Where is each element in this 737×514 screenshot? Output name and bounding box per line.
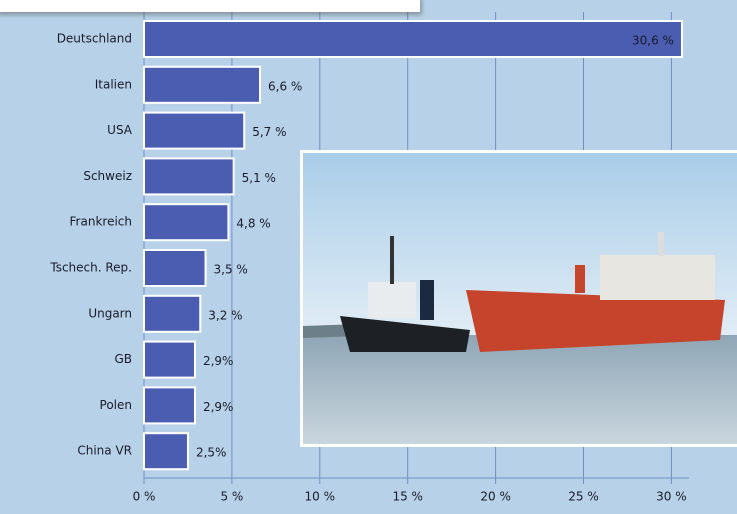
value-label: 6,6 % bbox=[268, 79, 302, 93]
value-label: 3,5 % bbox=[214, 263, 248, 277]
photo bbox=[300, 150, 737, 447]
category-label: Polen bbox=[100, 398, 132, 412]
category-label: GB bbox=[114, 352, 132, 366]
x-tick-label: 0 % bbox=[133, 490, 156, 504]
value-label: 2,9% bbox=[203, 400, 234, 414]
value-label: 5,1 % bbox=[242, 171, 276, 185]
value-label: 30,6 % bbox=[632, 34, 674, 48]
value-label: 2,5% bbox=[196, 446, 227, 460]
x-tick-label: 25 % bbox=[568, 490, 599, 504]
bar bbox=[143, 340, 196, 379]
bars bbox=[143, 20, 683, 471]
photo-tug-funnel bbox=[420, 280, 434, 320]
category-label: China VR bbox=[77, 444, 132, 458]
bar bbox=[143, 111, 246, 150]
x-tick-label: 15 % bbox=[392, 490, 423, 504]
x-tick-label: 10 % bbox=[305, 490, 336, 504]
bar bbox=[143, 157, 235, 196]
bar bbox=[143, 294, 202, 333]
photo-tug-hull bbox=[340, 316, 470, 352]
photo-tug-cabin bbox=[368, 282, 416, 318]
category-label: Schweiz bbox=[83, 169, 132, 183]
header-box bbox=[0, 0, 420, 12]
x-tick-label: 30 % bbox=[656, 490, 687, 504]
bar bbox=[143, 65, 262, 104]
category-label: Deutschland bbox=[57, 32, 132, 46]
x-tick-label: 20 % bbox=[480, 490, 511, 504]
photo-ship-bridge bbox=[600, 255, 715, 300]
category-label: Tschech. Rep. bbox=[49, 261, 132, 275]
category-label: Frankreich bbox=[70, 215, 132, 229]
bar bbox=[143, 249, 207, 287]
bar bbox=[143, 432, 189, 471]
photo-ship-mast bbox=[575, 265, 585, 293]
value-label: 3,2 % bbox=[208, 308, 242, 322]
photo-tug-mast bbox=[390, 236, 394, 284]
x-tick-label: 5 % bbox=[220, 490, 243, 504]
value-label: 2,9% bbox=[203, 354, 234, 368]
bar bbox=[143, 20, 683, 58]
category-label: USA bbox=[107, 123, 133, 137]
bar bbox=[143, 203, 230, 242]
photo-ship-antenna bbox=[658, 232, 664, 256]
category-label: Italien bbox=[95, 77, 132, 91]
category-label: Ungarn bbox=[88, 306, 132, 320]
labels: 0 % 5 % 10 % 15 % 20 % 25 % 30 % Deutschland 30,… bbox=[49, 32, 686, 504]
value-label: 4,8 % bbox=[236, 217, 270, 231]
photo-sea bbox=[303, 335, 737, 444]
value-label: 5,7 % bbox=[252, 125, 286, 139]
bar bbox=[143, 386, 196, 425]
photo-ship-hull bbox=[466, 290, 725, 352]
